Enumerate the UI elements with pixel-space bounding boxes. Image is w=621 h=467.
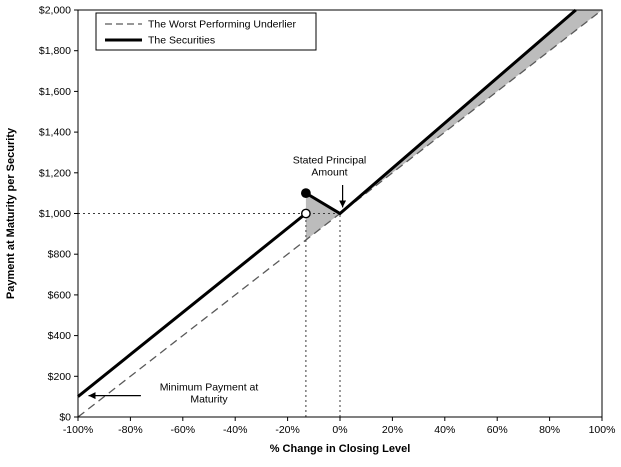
x-tick-label: -20%	[275, 424, 300, 436]
y-tick-label: $1,600	[39, 86, 71, 98]
x-tick-label: 60%	[487, 424, 508, 436]
securities-line	[305, 8, 577, 216]
y-tick-label: $600	[48, 289, 72, 301]
x-tick-label: 80%	[539, 424, 560, 436]
annotation-text: Maturity	[190, 394, 228, 406]
x-tick-label: 0%	[332, 424, 347, 436]
y-tick-label: $1,400	[39, 127, 71, 139]
legend-label: The Securities	[148, 35, 215, 47]
x-tick-label: -80%	[118, 424, 143, 436]
annotation-text: Minimum Payment at	[160, 382, 259, 394]
legend-box	[95, 12, 317, 51]
open-point-marker	[300, 208, 311, 219]
y-tick-label: $1,000	[39, 208, 71, 220]
y-tick-label: $1,800	[39, 45, 71, 57]
x-tick-label: 40%	[434, 424, 455, 436]
annotation-text: Stated Principal	[293, 155, 367, 167]
x-tick-label: -60%	[171, 424, 196, 436]
x-axis-title: % Change in Closing Level	[270, 443, 411, 455]
x-tick-label: 100%	[589, 424, 616, 436]
securities-line	[77, 212, 307, 398]
y-tick-label: $1,200	[39, 167, 71, 179]
y-tick-label: $400	[48, 330, 72, 342]
x-tick-label: 20%	[382, 424, 403, 436]
y-tick-label: $800	[48, 249, 72, 261]
x-tick-label: -40%	[223, 424, 248, 436]
y-axis-title: Payment at Maturity per Security	[5, 127, 17, 299]
y-tick-label: $2,000	[39, 5, 71, 17]
legend: The Worst Performing Underlier The Securi…	[95, 12, 317, 51]
y-tick-label: $0	[59, 412, 71, 424]
annotation-text: Amount	[311, 167, 347, 179]
legend-label: The Worst Performing Underlier	[148, 19, 297, 31]
y-tick-label: $200	[48, 371, 72, 383]
filled-point-marker	[300, 188, 311, 199]
x-tick-label: -100%	[63, 424, 93, 436]
